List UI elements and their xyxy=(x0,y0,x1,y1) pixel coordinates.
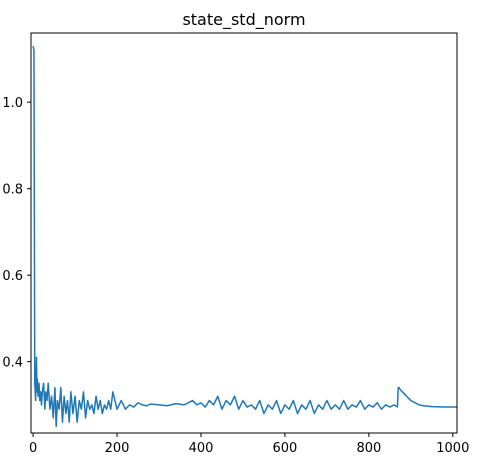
chart-title: state_std_norm xyxy=(182,10,305,30)
x-tick-label: 400 xyxy=(189,441,214,456)
y-axis-ticks: 0.4 0.6 0.8 1.0 xyxy=(2,96,31,371)
x-tick-label: 1000 xyxy=(436,441,469,456)
plot-frame xyxy=(30,32,458,434)
y-tick-label: 0.6 xyxy=(2,269,23,284)
x-tick-label: 0 xyxy=(29,441,37,456)
y-tick-label: 1.0 xyxy=(2,96,23,111)
y-tick-label: 0.4 xyxy=(2,356,23,371)
x-tick-label: 200 xyxy=(105,441,130,456)
y-tick-label: 0.8 xyxy=(2,183,23,198)
series-layer xyxy=(32,45,457,428)
x-tick-label: 800 xyxy=(356,441,381,456)
x-axis-ticks: 0 200 400 600 800 1000 xyxy=(29,433,469,456)
x-tick-label: 600 xyxy=(273,441,298,456)
series-line-0 xyxy=(32,45,457,428)
